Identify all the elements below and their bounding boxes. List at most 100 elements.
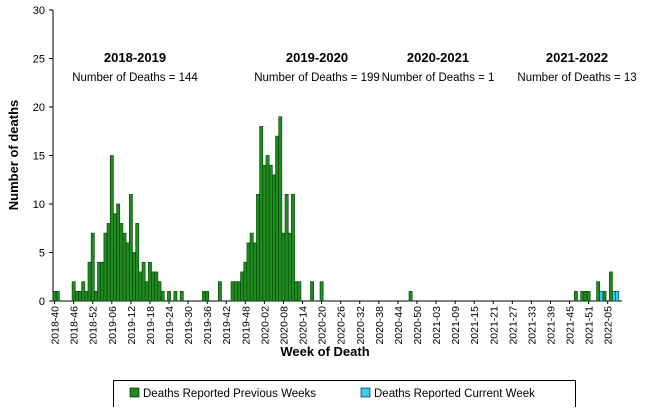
bar	[599, 290, 604, 302]
legend-swatch	[360, 387, 371, 398]
x-axis-label: Week of Death	[280, 344, 369, 359]
bar	[100, 261, 105, 302]
bar	[122, 232, 127, 302]
x-tick-label: 2020-50	[412, 306, 424, 345]
bar	[148, 261, 152, 302]
bar	[246, 242, 251, 302]
bar	[132, 252, 136, 302]
bar	[256, 194, 260, 302]
bar	[71, 281, 76, 302]
bar	[268, 164, 273, 302]
x-tick-label: 2020-02	[259, 306, 271, 345]
y-tick-label: 10	[33, 199, 45, 211]
y-axis-label: Number of deaths	[6, 100, 21, 211]
bar	[135, 223, 140, 302]
x-tick-label: 2020-32	[355, 306, 367, 345]
bar	[580, 290, 585, 302]
legend-swatch	[129, 387, 140, 398]
bar	[55, 290, 60, 302]
x-tick-label: 2020-20	[317, 306, 329, 345]
bar	[586, 290, 591, 302]
bar	[90, 232, 95, 302]
season-total: Number of Deaths = 1	[382, 72, 495, 84]
bar	[297, 281, 302, 302]
season-total: Number of Deaths = 13	[517, 72, 636, 84]
bar	[160, 290, 165, 302]
bar	[144, 281, 149, 302]
x-tick-label: 2021-39	[545, 306, 557, 345]
x-tick-label: 2021-51	[584, 306, 596, 345]
y-tick-label: 20	[33, 102, 45, 114]
bar	[287, 232, 292, 302]
bar	[81, 281, 86, 302]
bar	[151, 271, 156, 302]
x-tick-label: 2019-36	[202, 306, 214, 345]
x-tick-label: 2020-44	[393, 306, 405, 345]
x-tick-label: 2019-24	[164, 306, 176, 345]
bar	[265, 155, 270, 302]
x-tick-label: 2020-38	[374, 306, 386, 345]
bar	[113, 213, 117, 302]
bar	[202, 290, 206, 302]
y-tick-label: 25	[33, 54, 45, 66]
bar	[116, 203, 121, 302]
bar	[154, 271, 159, 302]
x-tick-label: 2021-03	[431, 306, 443, 345]
bar	[272, 174, 276, 302]
x-tick-label: 2021-45	[565, 306, 577, 345]
bar	[125, 242, 130, 302]
bar	[119, 223, 124, 302]
bar	[138, 271, 143, 302]
x-tick-label: 2019-06	[107, 306, 119, 345]
bar	[284, 194, 289, 302]
bar	[74, 290, 79, 302]
x-tick-label: 2018-46	[69, 306, 81, 345]
y-tick-label: 0	[39, 296, 45, 308]
bar	[574, 290, 578, 302]
bar	[243, 261, 248, 302]
y-tick-label: 5	[39, 248, 45, 260]
bar	[52, 290, 57, 302]
bar	[109, 155, 114, 302]
bar	[97, 261, 101, 302]
bar	[408, 290, 413, 302]
bar	[173, 290, 178, 302]
bar	[612, 290, 616, 302]
bar	[78, 290, 82, 302]
x-tick-label: 2019-42	[221, 306, 233, 345]
bar	[94, 290, 98, 302]
bar	[249, 232, 254, 302]
bar	[233, 281, 238, 302]
bar	[291, 194, 295, 302]
season-title: 2021-2022	[546, 50, 608, 65]
bar	[596, 281, 601, 302]
x-tick-label: 2019-48	[240, 306, 252, 345]
bar	[583, 290, 588, 302]
bar	[157, 281, 162, 302]
season-total: Number of Deaths = 199	[254, 72, 380, 84]
bar	[310, 281, 314, 302]
x-tick-label: 2020-14	[298, 306, 310, 345]
x-tick-label: 2022-05	[603, 306, 615, 345]
season-title: 2019-2020	[286, 50, 348, 65]
legend-label: Deaths Reported Previous Weeks	[143, 388, 316, 400]
y-tick-label: 15	[33, 151, 45, 163]
x-tick-label: 2021-15	[469, 306, 481, 345]
legend-label: Deaths Reported Current Week	[374, 388, 535, 400]
season-total: Number of Deaths = 144	[72, 72, 198, 84]
x-tick-label: 2021-21	[488, 306, 500, 345]
x-tick-label: 2018-52	[88, 306, 100, 345]
bar	[106, 223, 111, 302]
bar	[278, 116, 283, 302]
bar	[237, 281, 241, 302]
bar	[259, 126, 264, 302]
x-tick-label: 2021-33	[526, 306, 538, 345]
bar	[319, 281, 324, 302]
bar	[205, 290, 210, 302]
bar	[608, 271, 613, 302]
x-tick-label: 2021-27	[507, 306, 519, 345]
y-tick-label: 30	[33, 5, 45, 17]
x-tick-label: 2019-30	[183, 306, 195, 345]
x-tick-label: 2020-08	[278, 306, 290, 345]
